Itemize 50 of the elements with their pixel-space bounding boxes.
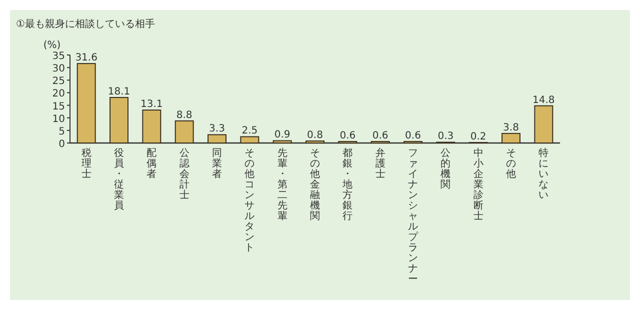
data-label: 3.3 [209, 124, 225, 135]
data-label: 0.6 [405, 130, 421, 142]
x-tick-label: 税理士 [81, 147, 92, 180]
x-tick-label: 公的機関 [440, 147, 451, 190]
x-tick-label: 公認会計士 [179, 147, 190, 201]
x-tick-label: 配偶者 [146, 148, 157, 180]
data-label: 13.1 [140, 99, 163, 110]
bar [306, 140, 324, 144]
x-tick-label: 都銀・地方銀行 [342, 147, 353, 222]
bar [502, 132, 520, 144]
data-label: 2.5 [242, 126, 258, 137]
data-label: 0.3 [438, 131, 454, 142]
y-tick-label: 0 [58, 139, 65, 150]
x-tick-label: その他 [506, 148, 516, 180]
y-axis-title: (%) [43, 40, 61, 51]
y-tick-label: 10 [52, 114, 65, 125]
data-label: 31.6 [75, 52, 98, 64]
y-tick-label: 15 [52, 101, 65, 112]
x-tick-label: 同業者 [212, 148, 222, 180]
x-tick-label: 中小企業診断士 [473, 147, 484, 222]
data-label: 0.9 [274, 130, 290, 141]
x-tick-label: 先輩・第二先輩 [277, 147, 288, 222]
x-tick-label: 役員・従業員 [114, 148, 124, 212]
bar [76, 63, 96, 144]
data-label: 0.8 [307, 130, 323, 141]
x-tick-label: 弁護士 [375, 147, 386, 180]
data-label: 0.6 [372, 130, 388, 142]
bar [240, 136, 260, 144]
y-tick-label: 5 [58, 126, 65, 138]
data-label: 18.1 [108, 86, 130, 98]
category-label: ファイナンシャルプランナー [408, 148, 418, 285]
x-tick-label: 特にいない [538, 147, 549, 201]
bar [534, 105, 554, 144]
bar [142, 110, 162, 144]
chart-title: ①最も親身に相談している相手 [16, 18, 155, 30]
x-tick-label: その他金融機関 [310, 148, 320, 222]
data-label: 14.8 [532, 94, 555, 106]
bar [110, 96, 128, 144]
data-label: 0.2 [470, 131, 486, 142]
y-tick-label: 20 [52, 88, 65, 100]
y-tick-label: 35 [52, 51, 65, 62]
bar [174, 120, 194, 144]
data-label: 0.6 [340, 130, 356, 142]
bar [208, 134, 226, 144]
data-label: 3.8 [503, 122, 519, 134]
category-label: その他コンサルタント [244, 148, 255, 254]
y-tick-label: 30 [52, 64, 65, 75]
data-label: 8.8 [176, 110, 192, 121]
y-tick-label: 25 [52, 76, 65, 88]
bar [272, 140, 292, 144]
